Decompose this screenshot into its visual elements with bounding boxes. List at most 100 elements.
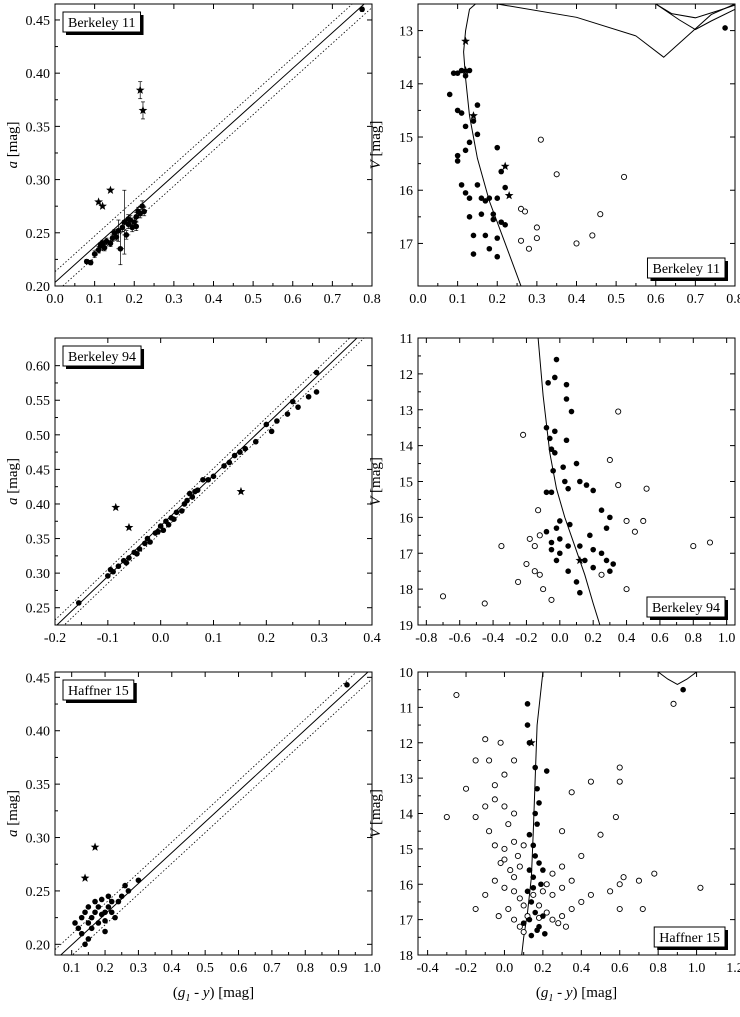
y-tick-label: 11 (400, 332, 413, 347)
x-tick-label: 0.8 (297, 961, 315, 976)
member-point (526, 916, 533, 923)
x-axis-label: (g1 - y) [mag] (536, 985, 617, 1004)
member-point (528, 899, 535, 905)
non-member-point (549, 916, 556, 923)
x-tick-label: 0.0 (46, 292, 64, 307)
member-point (113, 234, 120, 240)
member-point (88, 914, 95, 921)
non-member-point (553, 171, 560, 178)
member-point (470, 251, 477, 257)
member-point (289, 398, 296, 405)
non-member-point (501, 884, 508, 891)
member-point (125, 216, 132, 222)
x-tick-label: 0.6 (230, 961, 248, 976)
non-member-point (472, 905, 479, 913)
non-member-point (598, 571, 605, 578)
non-member-point (501, 856, 508, 863)
member-point (454, 158, 461, 164)
y-axis-symbol: V (368, 158, 384, 169)
y-tick-label: 0.40 (26, 498, 51, 513)
star-point (461, 65, 470, 75)
x-tick-label: 1.0 (363, 961, 381, 976)
cluster-name: Haffner 15 (68, 684, 129, 699)
member-point (160, 527, 167, 534)
x-tick-label: 0.0 (496, 961, 514, 976)
member-point (142, 540, 148, 547)
member-point (548, 489, 555, 496)
member-point (498, 168, 505, 175)
member-point (458, 182, 465, 188)
plot-frame (54, 671, 373, 956)
member-point (87, 259, 94, 266)
member-point (557, 550, 563, 557)
y-axis-label: V [mag] (368, 789, 384, 838)
non-member-point (531, 543, 538, 550)
star-point (504, 190, 514, 200)
non-member-point (635, 877, 642, 884)
member-point (107, 240, 114, 247)
member-point (524, 722, 531, 728)
member-point (123, 559, 130, 566)
non-member-point (486, 828, 493, 835)
panel-berkeley-11-cmd: 0.0 0.1 0.2 0.3 0.4 0.5 0.6 0.7 0.8 13 14 15 16 17 V [… (368, 3, 740, 307)
y-axis-unit: [mag] (5, 121, 21, 161)
member-point (454, 70, 461, 76)
y-axis-symbol: V (368, 495, 384, 506)
y-tick-label: 14 (399, 78, 413, 93)
member-point (85, 920, 92, 926)
y-tick-label: 0.25 (26, 885, 51, 900)
member-point (540, 913, 546, 919)
member-point (231, 452, 238, 459)
x-tick-label: -0.4 (482, 631, 504, 646)
y-tick-label: 17 (399, 914, 413, 929)
member-point (502, 222, 508, 228)
non-member-point (472, 757, 479, 764)
member-point (565, 485, 571, 492)
member-point (532, 909, 538, 916)
y-axis-unit: [mag] (368, 121, 384, 161)
member-point (147, 539, 153, 545)
x-tick-label: 0.5 (196, 961, 214, 976)
panel-berkeley-94-reddening: -0.2 -0.1 0.0 0.1 0.2 0.3 0.4 0.25 0.30 0.35 0.40 0… (5, 337, 381, 646)
member-point (101, 244, 108, 251)
member-point (75, 925, 82, 932)
y-tick-label: 10 (399, 666, 413, 681)
member-point (548, 446, 555, 453)
member-point (237, 449, 243, 455)
non-member-point (520, 431, 527, 438)
member-point (136, 546, 143, 552)
member-point (466, 139, 473, 146)
non-member-point (706, 539, 714, 546)
member-point (534, 785, 540, 792)
member-point (110, 568, 116, 575)
member-point (108, 909, 115, 916)
confidence-line (55, 4, 353, 272)
x-tick-label: 0.2 (534, 961, 552, 976)
y-tick-label: 0.25 (26, 227, 51, 242)
x-tick-label: -0.1 (97, 631, 119, 646)
x-tick-label: 0.4 (205, 292, 223, 307)
member-point (543, 489, 550, 496)
non-member-point (517, 237, 525, 244)
x-tick-label: 0.4 (163, 961, 181, 976)
member-point (607, 514, 613, 521)
star-point (500, 161, 510, 170)
member-point (590, 564, 596, 571)
y-axis-label: a [mag] (5, 458, 21, 505)
fit-line (55, 4, 365, 283)
member-point (458, 110, 465, 116)
member-point (359, 6, 365, 13)
non-member-point (651, 870, 658, 877)
y-axis-symbol: a (5, 498, 21, 506)
member-point (607, 568, 613, 574)
non-member-point (606, 456, 613, 464)
x-tick-label: 0.7 (324, 292, 342, 307)
y-tick-label: 0.45 (26, 463, 51, 478)
member-point (78, 930, 85, 937)
cluster-name: Berkeley 11 (68, 16, 136, 31)
plot-area (446, 4, 735, 286)
y-tick-label: 16 (399, 511, 413, 526)
x-tick-label: 1.2 (726, 961, 740, 976)
y-axis-label: V [mag] (368, 121, 384, 170)
x-tick-label: 0.8 (726, 292, 740, 307)
